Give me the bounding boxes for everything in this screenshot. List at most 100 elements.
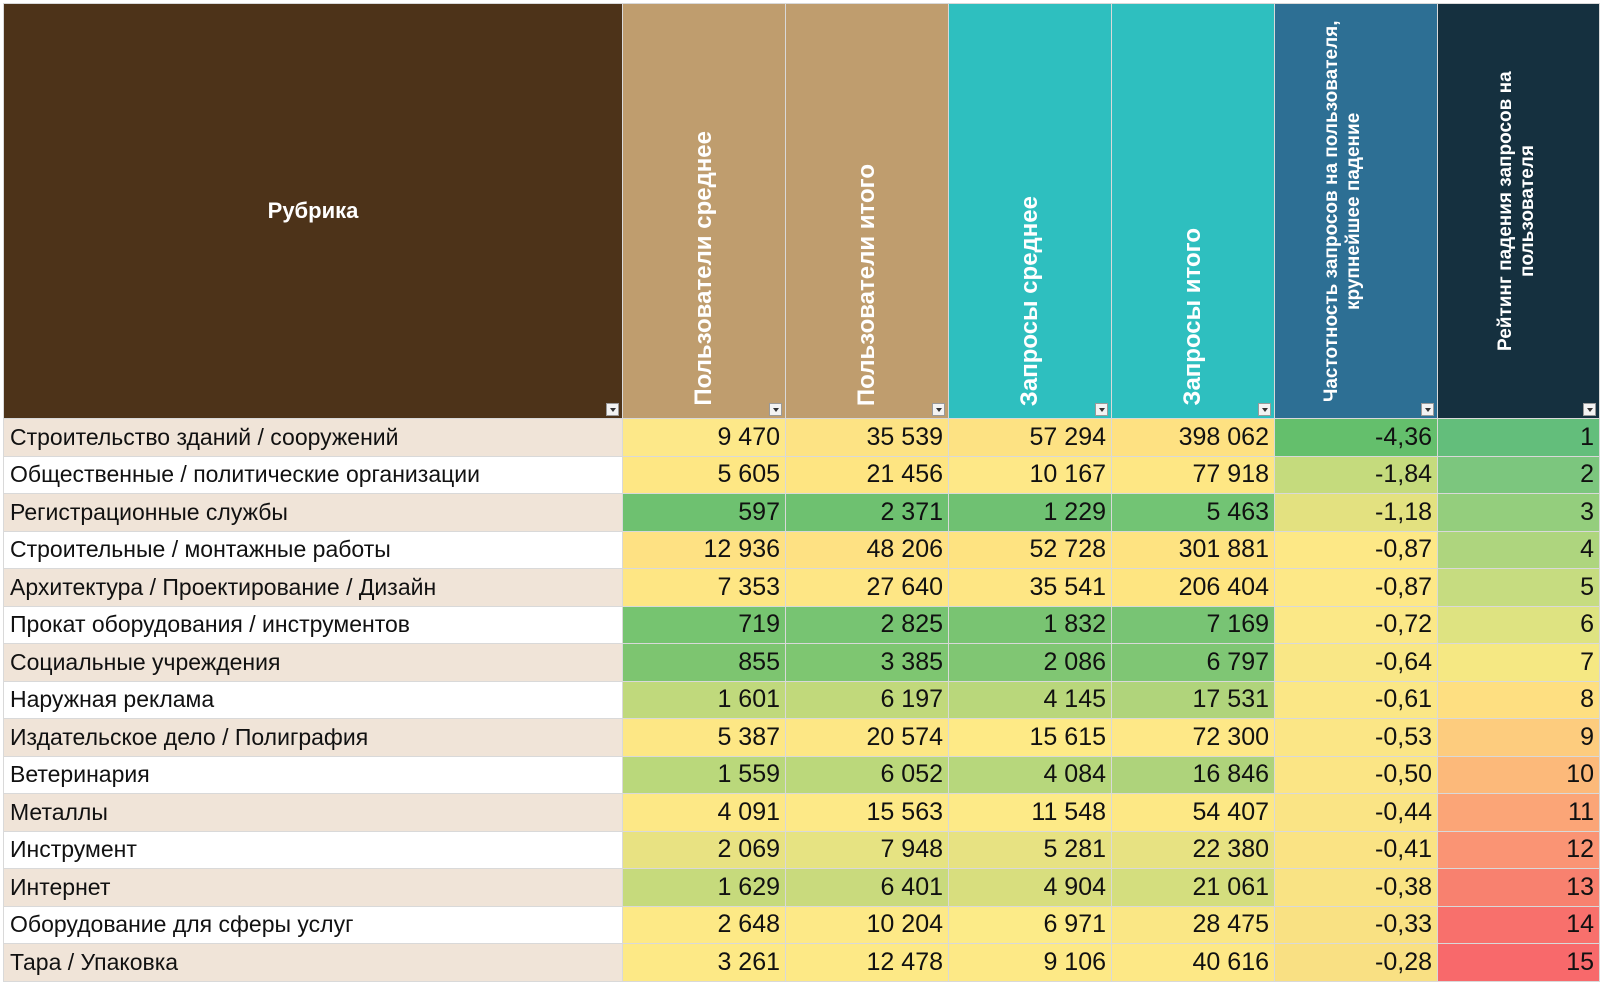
cell-users-avg[interactable]: 855 — [622, 643, 786, 682]
cell-queries-avg[interactable]: 4 145 — [948, 680, 1112, 719]
cell-drop-rating[interactable]: 10 — [1437, 755, 1600, 794]
cell-drop-rating[interactable]: 14 — [1437, 905, 1600, 944]
cell-drop-rating[interactable]: 1 — [1437, 418, 1600, 457]
cell-users-avg[interactable]: 719 — [622, 605, 786, 644]
cell-rubric[interactable]: Интернет — [3, 868, 623, 907]
cell-rubric[interactable]: Ветеринария — [3, 755, 623, 794]
cell-drop-rating[interactable]: 9 — [1437, 718, 1600, 757]
cell-users-avg[interactable]: 3 261 — [622, 943, 786, 982]
cell-users-avg[interactable]: 597 — [622, 493, 786, 532]
cell-users-total[interactable]: 2 371 — [785, 493, 949, 532]
cell-drop-rating[interactable]: 15 — [1437, 943, 1600, 982]
cell-queries-avg[interactable]: 1 832 — [948, 605, 1112, 644]
cell-frequency-drop[interactable]: -1,84 — [1274, 455, 1438, 494]
cell-users-total[interactable]: 20 574 — [785, 718, 949, 757]
cell-frequency-drop[interactable]: -0,72 — [1274, 605, 1438, 644]
cell-frequency-drop[interactable]: -0,38 — [1274, 868, 1438, 907]
cell-queries-total[interactable]: 77 918 — [1111, 455, 1275, 494]
cell-users-avg[interactable]: 1 601 — [622, 680, 786, 719]
cell-drop-rating[interactable]: 11 — [1437, 793, 1600, 832]
cell-users-avg[interactable]: 5 605 — [622, 455, 786, 494]
cell-drop-rating[interactable]: 8 — [1437, 680, 1600, 719]
cell-users-total[interactable]: 21 456 — [785, 455, 949, 494]
cell-users-total[interactable]: 10 204 — [785, 905, 949, 944]
cell-drop-rating[interactable]: 4 — [1437, 530, 1600, 569]
cell-queries-avg[interactable]: 57 294 — [948, 418, 1112, 457]
cell-frequency-drop[interactable]: -0,44 — [1274, 793, 1438, 832]
cell-users-total[interactable]: 7 948 — [785, 830, 949, 869]
cell-queries-total[interactable]: 5 463 — [1111, 493, 1275, 532]
cell-rubric[interactable]: Общественные / политические организации — [3, 455, 623, 494]
cell-queries-avg[interactable]: 1 229 — [948, 493, 1112, 532]
cell-rubric[interactable]: Тара / Упаковка — [3, 943, 623, 982]
filter-dropdown-icon[interactable] — [769, 403, 782, 416]
cell-users-total[interactable]: 12 478 — [785, 943, 949, 982]
cell-rubric[interactable]: Металлы — [3, 793, 623, 832]
cell-queries-total[interactable]: 17 531 — [1111, 680, 1275, 719]
cell-frequency-drop[interactable]: -1,18 — [1274, 493, 1438, 532]
cell-users-avg[interactable]: 2 069 — [622, 830, 786, 869]
cell-drop-rating[interactable]: 3 — [1437, 493, 1600, 532]
cell-rubric[interactable]: Прокат оборудования / инструментов — [3, 605, 623, 644]
cell-queries-total[interactable]: 6 797 — [1111, 643, 1275, 682]
cell-drop-rating[interactable]: 6 — [1437, 605, 1600, 644]
cell-drop-rating[interactable]: 13 — [1437, 868, 1600, 907]
cell-users-total[interactable]: 27 640 — [785, 568, 949, 607]
cell-queries-total[interactable]: 40 616 — [1111, 943, 1275, 982]
cell-rubric[interactable]: Строительные / монтажные работы — [3, 530, 623, 569]
cell-users-total[interactable]: 3 385 — [785, 643, 949, 682]
cell-queries-total[interactable]: 28 475 — [1111, 905, 1275, 944]
cell-queries-avg[interactable]: 52 728 — [948, 530, 1112, 569]
cell-frequency-drop[interactable]: -0,33 — [1274, 905, 1438, 944]
cell-queries-total[interactable]: 206 404 — [1111, 568, 1275, 607]
cell-users-avg[interactable]: 7 353 — [622, 568, 786, 607]
cell-queries-avg[interactable]: 35 541 — [948, 568, 1112, 607]
cell-users-avg[interactable]: 9 470 — [622, 418, 786, 457]
cell-queries-avg[interactable]: 6 971 — [948, 905, 1112, 944]
cell-rubric[interactable]: Строительство зданий / сооружений — [3, 418, 623, 457]
cell-queries-total[interactable]: 21 061 — [1111, 868, 1275, 907]
cell-queries-avg[interactable]: 10 167 — [948, 455, 1112, 494]
cell-rubric[interactable]: Оборудование для сферы услуг — [3, 905, 623, 944]
cell-frequency-drop[interactable]: -0,53 — [1274, 718, 1438, 757]
cell-users-avg[interactable]: 5 387 — [622, 718, 786, 757]
cell-queries-total[interactable]: 72 300 — [1111, 718, 1275, 757]
cell-queries-total[interactable]: 7 169 — [1111, 605, 1275, 644]
cell-users-avg[interactable]: 4 091 — [622, 793, 786, 832]
cell-frequency-drop[interactable]: -0,64 — [1274, 643, 1438, 682]
cell-users-avg[interactable]: 2 648 — [622, 905, 786, 944]
filter-dropdown-icon[interactable] — [606, 403, 619, 416]
cell-frequency-drop[interactable]: -0,87 — [1274, 530, 1438, 569]
cell-users-total[interactable]: 35 539 — [785, 418, 949, 457]
filter-dropdown-icon[interactable] — [1095, 403, 1108, 416]
cell-users-total[interactable]: 6 401 — [785, 868, 949, 907]
cell-rubric[interactable]: Архитектура / Проектирование / Дизайн — [3, 568, 623, 607]
cell-rubric[interactable]: Наружная реклама — [3, 680, 623, 719]
cell-queries-avg[interactable]: 9 106 — [948, 943, 1112, 982]
cell-rubric[interactable]: Инструмент — [3, 830, 623, 869]
sort-filter-icon[interactable] — [1583, 403, 1596, 416]
cell-users-total[interactable]: 48 206 — [785, 530, 949, 569]
cell-drop-rating[interactable]: 12 — [1437, 830, 1600, 869]
cell-rubric[interactable]: Регистрационные службы — [3, 493, 623, 532]
cell-queries-total[interactable]: 22 380 — [1111, 830, 1275, 869]
cell-queries-avg[interactable]: 15 615 — [948, 718, 1112, 757]
cell-frequency-drop[interactable]: -0,28 — [1274, 943, 1438, 982]
cell-users-total[interactable]: 6 052 — [785, 755, 949, 794]
cell-users-total[interactable]: 6 197 — [785, 680, 949, 719]
filter-dropdown-icon[interactable] — [932, 403, 945, 416]
cell-queries-total[interactable]: 54 407 — [1111, 793, 1275, 832]
cell-users-total[interactable]: 15 563 — [785, 793, 949, 832]
cell-queries-avg[interactable]: 11 548 — [948, 793, 1112, 832]
cell-queries-avg[interactable]: 4 084 — [948, 755, 1112, 794]
cell-queries-avg[interactable]: 4 904 — [948, 868, 1112, 907]
cell-frequency-drop[interactable]: -0,50 — [1274, 755, 1438, 794]
cell-users-total[interactable]: 2 825 — [785, 605, 949, 644]
cell-frequency-drop[interactable]: -4,36 — [1274, 418, 1438, 457]
cell-drop-rating[interactable]: 5 — [1437, 568, 1600, 607]
cell-users-avg[interactable]: 1 559 — [622, 755, 786, 794]
cell-users-avg[interactable]: 12 936 — [622, 530, 786, 569]
cell-queries-avg[interactable]: 5 281 — [948, 830, 1112, 869]
cell-users-avg[interactable]: 1 629 — [622, 868, 786, 907]
cell-queries-total[interactable]: 301 881 — [1111, 530, 1275, 569]
